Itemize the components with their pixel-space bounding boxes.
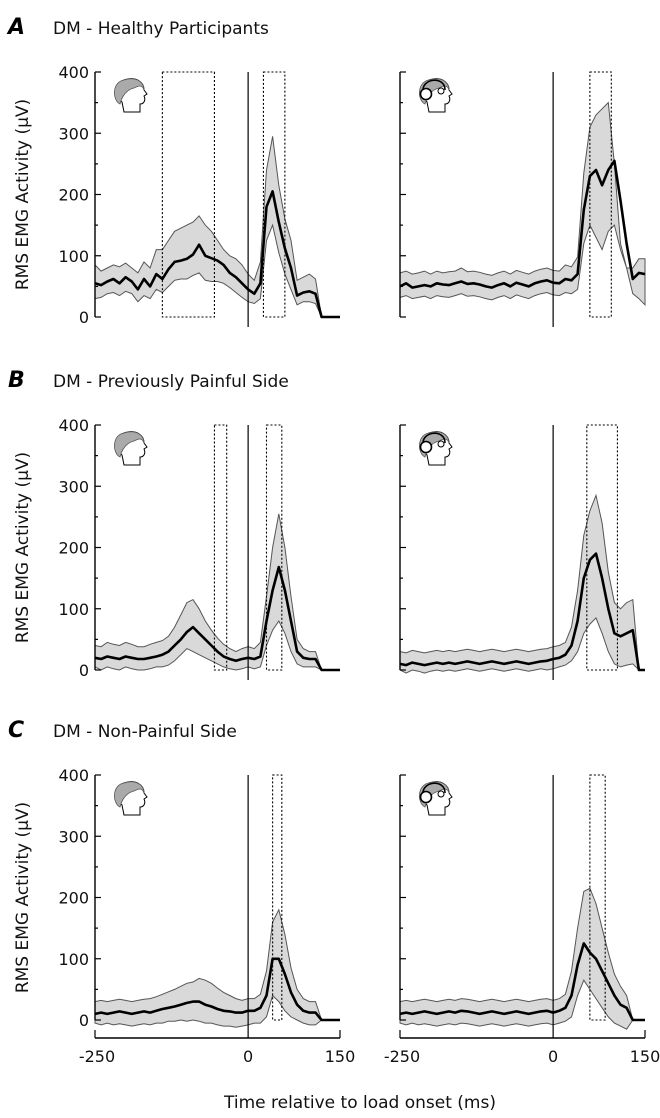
analysis-window — [589, 774, 606, 1021]
head-icon — [114, 781, 148, 816]
y-tick-label: 100 — [58, 950, 89, 969]
headband — [422, 79, 446, 91]
panel-letter: B — [8, 368, 25, 393]
y-tick-label: 400 — [58, 766, 89, 785]
subplot-headphones-icon — [399, 424, 645, 680]
panel-b: B DM - Previously Painful Side RMS EMG Act… — [8, 368, 645, 680]
headband — [422, 782, 446, 794]
y-tick-label: 400 — [58, 416, 89, 435]
x-tick-label: 150 — [630, 1047, 660, 1066]
subplot-head-icon: 0 100 200 300 400 — [58, 416, 340, 680]
earcup — [419, 790, 433, 804]
subplot-headphones-icon — [399, 71, 646, 327]
subplot-head-icon: 0 100 200 300 400 -250 0 150 — [58, 766, 355, 1066]
y-tick-label: 100 — [58, 247, 89, 266]
analysis-window — [265, 424, 283, 671]
panel-title: DM - Non-Painful Side — [53, 722, 237, 742]
confidence-band — [399, 493, 645, 674]
panel-title: DM - Healthy Participants — [53, 19, 269, 39]
confidence-band — [94, 513, 340, 671]
goggle-icon — [437, 87, 445, 95]
hair — [114, 431, 145, 458]
mean-line — [94, 190, 340, 319]
earcup — [419, 440, 433, 454]
headphones-icon — [419, 781, 453, 816]
subplot-head-icon: 0 100 200 300 400 — [58, 63, 340, 327]
mean-line — [94, 565, 340, 672]
y-tick-label: 0 — [79, 661, 89, 680]
x-tick-label: 150 — [325, 1047, 356, 1066]
analysis-window — [213, 424, 228, 671]
head-icon — [114, 431, 148, 466]
panel-c: C DM - Non-Painful Side RMS EMG Activity (… — [8, 718, 660, 1066]
headphones-icon — [419, 431, 453, 466]
y-axis-title: RMS EMG Activity (µV) — [13, 452, 33, 643]
y-tick-label: 200 — [58, 186, 89, 205]
headband — [422, 432, 446, 444]
panel-title: DM - Previously Painful Side — [53, 372, 289, 392]
confidence-band — [399, 887, 645, 1030]
y-tick-label: 200 — [58, 889, 89, 908]
x-tick-label: 0 — [548, 1047, 558, 1066]
analysis-window — [589, 71, 612, 318]
confidence-band — [399, 101, 646, 307]
panels: A DM - Healthy Participants RMS EMG Activi… — [6, 15, 660, 1066]
y-tick-label: 200 — [58, 539, 89, 558]
goggle-icon — [437, 790, 445, 798]
panel-letter: C — [8, 718, 24, 743]
panel-letter: A — [6, 15, 25, 40]
goggle-icon — [437, 440, 445, 448]
analysis-window — [272, 774, 283, 1021]
x-axis-title: Time relative to load onset (ms) — [223, 1093, 496, 1113]
hair — [114, 78, 145, 105]
y-tick-label: 300 — [58, 477, 89, 496]
y-axis-title: RMS EMG Activity (µV) — [13, 802, 33, 993]
panel-a: A DM - Healthy Participants RMS EMG Activi… — [6, 15, 646, 327]
head-icon — [114, 78, 148, 113]
mean-line — [94, 957, 340, 1022]
y-tick-label: 0 — [79, 308, 89, 327]
y-tick-label: 100 — [58, 600, 89, 619]
earcup — [419, 87, 433, 101]
x-tick-label: -250 — [79, 1047, 115, 1066]
headphones-icon — [419, 78, 453, 113]
hair — [114, 781, 145, 808]
mean-line — [399, 942, 645, 1022]
y-tick-label: 0 — [79, 1011, 89, 1030]
x-tick-label: -250 — [384, 1047, 420, 1066]
y-tick-label: 400 — [58, 63, 89, 82]
subplot-headphones-icon: -250 0 150 — [384, 774, 660, 1066]
y-tick-label: 300 — [58, 124, 89, 143]
analysis-window — [586, 424, 618, 671]
analysis-window — [262, 71, 286, 318]
confidence-band — [94, 136, 340, 318]
y-axis-title: RMS EMG Activity (µV) — [13, 99, 33, 290]
mean-line — [399, 552, 645, 672]
mean-line — [399, 159, 646, 289]
x-tick-label: 0 — [243, 1047, 253, 1066]
y-tick-label: 300 — [58, 827, 89, 846]
